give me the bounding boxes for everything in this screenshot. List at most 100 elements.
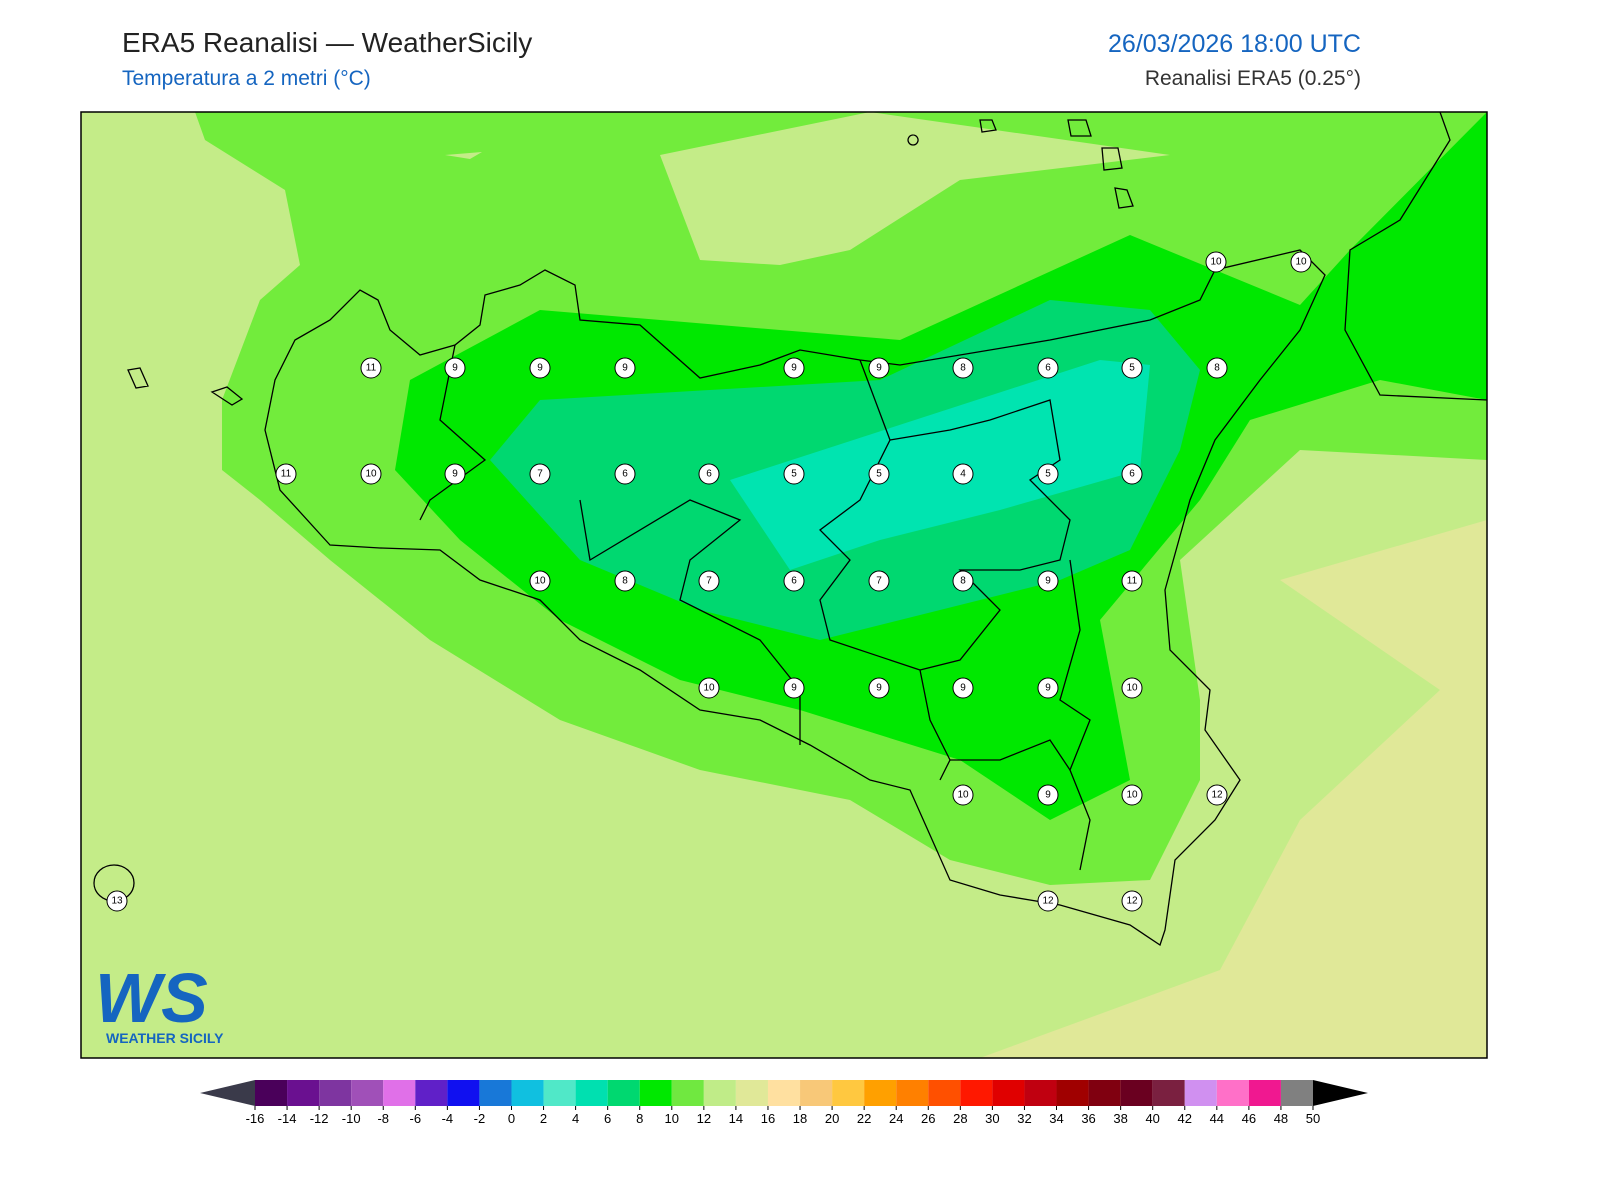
station-value: 9 <box>960 683 966 694</box>
colorbar-under <box>200 1080 255 1106</box>
station: 8 <box>1206 357 1228 379</box>
station-value: 9 <box>791 683 797 694</box>
station-marker <box>1037 357 1059 379</box>
station: 9 <box>1037 677 1059 699</box>
station: 5 <box>868 463 890 485</box>
colorbar-swatch <box>639 1080 672 1106</box>
station: 11 <box>360 357 382 379</box>
colorbar-tick-label: 36 <box>1081 1111 1095 1126</box>
station: 6 <box>1121 463 1143 485</box>
station-value: 5 <box>1045 469 1051 480</box>
station-marker <box>1121 784 1143 806</box>
colorbar-tick-label: 10 <box>665 1111 679 1126</box>
colorbar-swatch <box>767 1080 801 1106</box>
map-frame <box>80 111 1488 1059</box>
station-marker <box>1037 890 1059 912</box>
station: 6 <box>1037 357 1059 379</box>
station: 9 <box>614 357 636 379</box>
colorbar-tick-label: -16 <box>246 1111 265 1126</box>
station-value: 12 <box>1126 896 1138 907</box>
station-value: 5 <box>876 469 882 480</box>
logo-text: WEATHER SICILY <box>106 1030 224 1046</box>
station-marker <box>275 463 297 485</box>
colorbar-tick-label: -14 <box>278 1111 297 1126</box>
station-marker <box>614 357 636 379</box>
station: 9 <box>529 357 551 379</box>
station-marker <box>360 357 382 379</box>
colorbar-tick-label: -8 <box>377 1111 389 1126</box>
station: 9 <box>868 677 890 699</box>
source: Reanalisi ERA5 (0.25°) <box>1145 67 1361 90</box>
colorbar-swatch <box>832 1080 865 1106</box>
colorbar-swatch <box>511 1080 544 1106</box>
colorbar-tick-label: 14 <box>729 1111 743 1126</box>
station: 9 <box>868 357 890 379</box>
colorbar-swatch <box>351 1080 384 1106</box>
colorbar-tick-label: 0 <box>508 1111 515 1126</box>
colorbar-tick-label: 42 <box>1178 1111 1192 1126</box>
colorbar-tick-label: 24 <box>889 1111 903 1126</box>
station-value: 11 <box>281 469 292 480</box>
station-marker <box>698 463 720 485</box>
station: 11 <box>1121 570 1143 592</box>
station-marker <box>106 890 128 912</box>
station-marker <box>952 570 974 592</box>
station-value: 9 <box>452 363 458 374</box>
station-value: 9 <box>452 469 458 480</box>
station: 10 <box>1121 677 1143 699</box>
station-marker <box>952 357 974 379</box>
station-value: 12 <box>1211 790 1223 801</box>
station: 8 <box>952 570 974 592</box>
station-value: 11 <box>1127 576 1138 587</box>
station: 4 <box>952 463 974 485</box>
field-12-14 <box>445 152 482 159</box>
station-value: 8 <box>1214 363 1220 374</box>
station-marker <box>868 357 890 379</box>
station: 9 <box>1037 784 1059 806</box>
station: 11 <box>275 463 297 485</box>
station-marker <box>1205 251 1227 273</box>
station: 6 <box>614 463 636 485</box>
colorbar-tick-label: 40 <box>1145 1111 1159 1126</box>
colorbar-swatch <box>671 1080 704 1106</box>
colorbar-tick-label: 28 <box>953 1111 967 1126</box>
station-marker <box>1206 357 1228 379</box>
station-value: 5 <box>791 469 797 480</box>
station-marker <box>783 677 805 699</box>
coastlines <box>93 112 1487 947</box>
colorbar-swatch <box>960 1080 993 1106</box>
station: 10 <box>1290 251 1312 273</box>
station-marker <box>1037 463 1059 485</box>
station-marker <box>1037 677 1059 699</box>
station-value: 10 <box>1295 257 1307 268</box>
colorbar-tick-label: 8 <box>636 1111 643 1126</box>
station: 12 <box>1206 784 1228 806</box>
station-marker <box>614 570 636 592</box>
station-value: 10 <box>365 469 377 480</box>
station: 12 <box>1037 890 1059 912</box>
station-marker <box>952 677 974 699</box>
station-marker <box>1121 677 1143 699</box>
station-value: 12 <box>1042 896 1054 907</box>
station: 9 <box>444 463 466 485</box>
colorbar-tick-label: -4 <box>442 1111 454 1126</box>
station-marker <box>868 463 890 485</box>
station-value: 7 <box>537 469 543 480</box>
station-marker <box>529 463 551 485</box>
station-value: 10 <box>1126 683 1138 694</box>
field-4-6 <box>730 360 1150 570</box>
station: 13 <box>106 890 128 912</box>
colorbar-tick-label: 30 <box>985 1111 999 1126</box>
field-12-14 <box>660 112 1170 265</box>
colorbar-swatch <box>992 1080 1025 1106</box>
station-marker <box>783 570 805 592</box>
station-marker <box>1037 570 1059 592</box>
station-marker <box>698 677 720 699</box>
station: 7 <box>529 463 551 485</box>
station-marker <box>1121 463 1143 485</box>
colorbar-swatch <box>1184 1080 1217 1106</box>
station: 10 <box>952 784 974 806</box>
station-marker <box>698 570 720 592</box>
station-value: 6 <box>622 469 628 480</box>
